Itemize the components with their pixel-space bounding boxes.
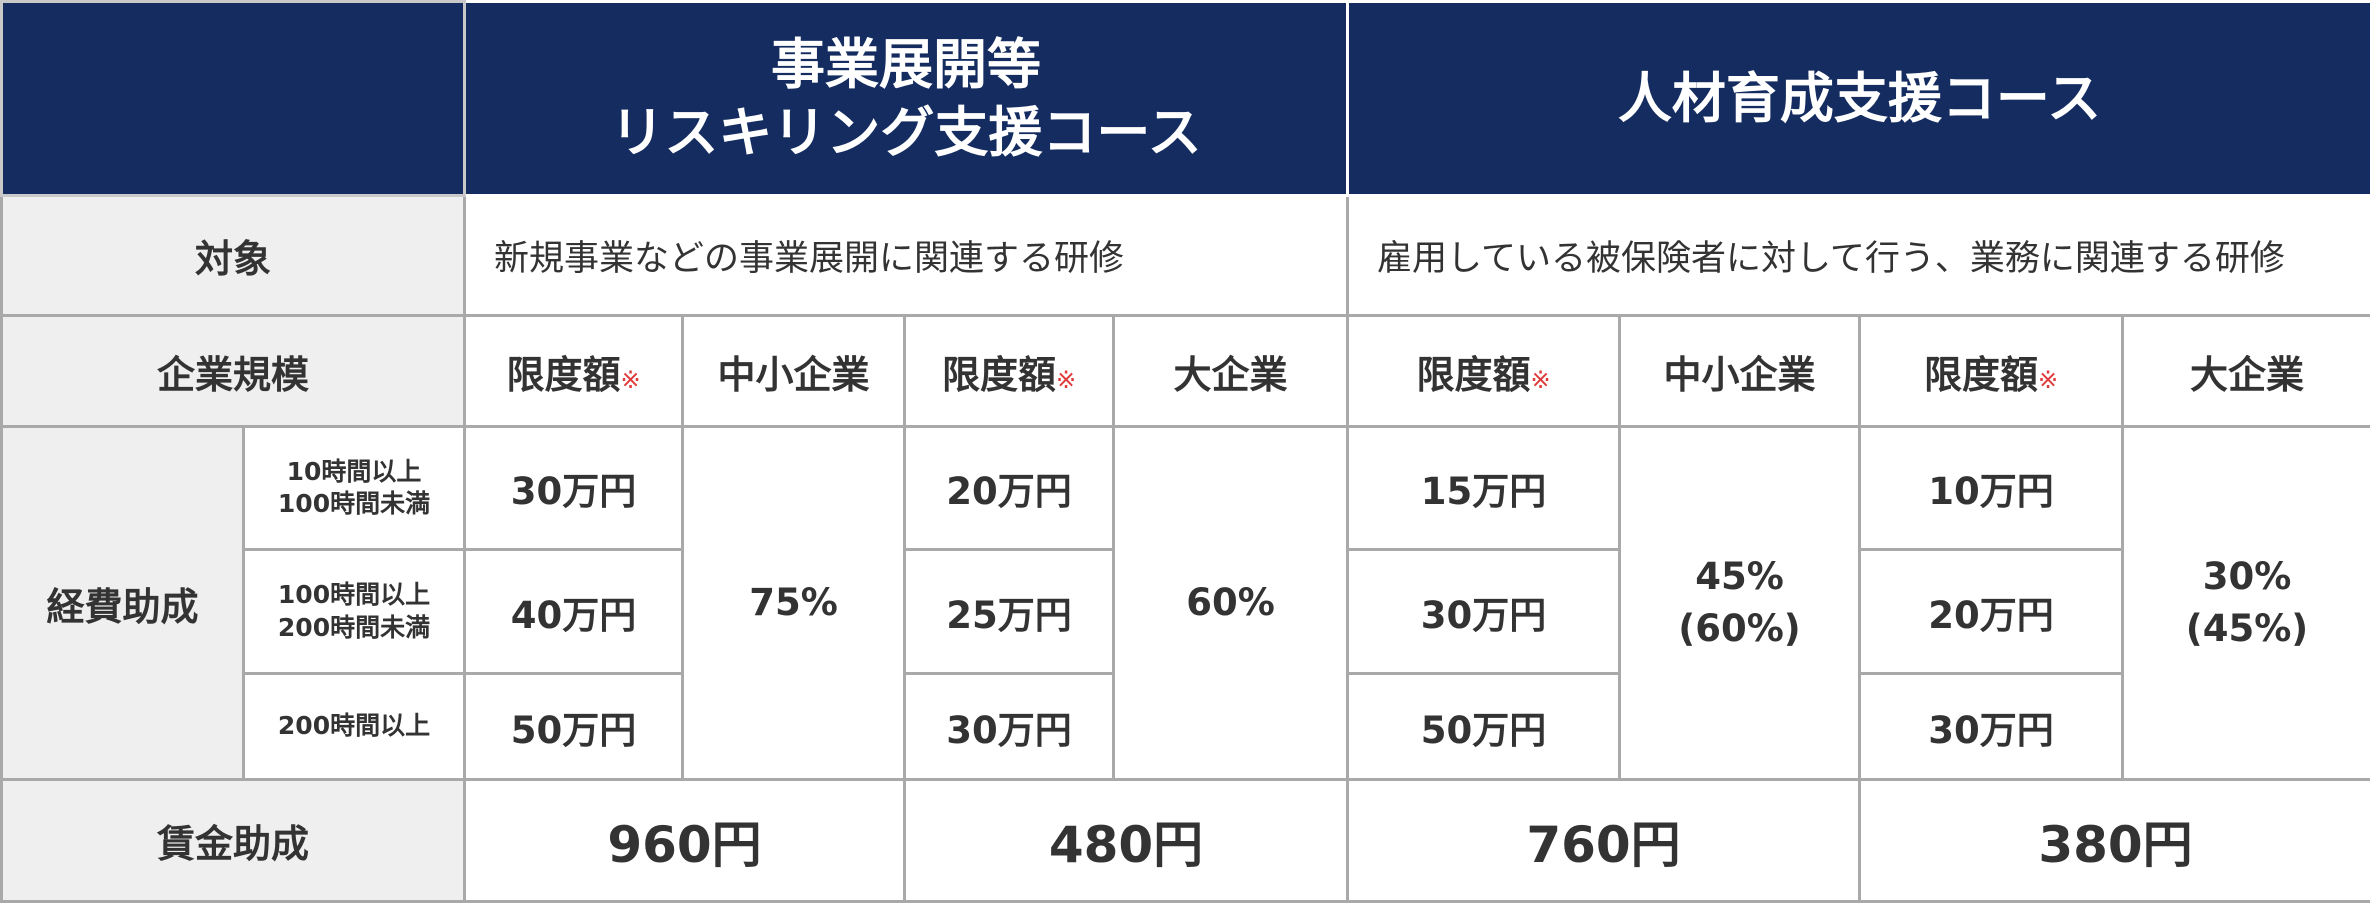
c2-sme-limit-3: 50万円 [1348, 674, 1620, 780]
limit-header-c1-sme: 限度額※ [465, 316, 683, 427]
wage-c1-sme: 960円 [465, 780, 905, 902]
c2-large-limit-2: 20万円 [1860, 550, 2123, 674]
expense-row-1: 経費助成 10時間以上 100時間未満 30万円 75% 20万円 60% 15… [2, 427, 2370, 550]
target-course2: 雇用している被保険者に対して行う、業務に関連する研修 [1348, 196, 2370, 316]
c2-large-rate: 30% (45%) [2123, 427, 2370, 780]
wage-c2-sme: 760円 [1348, 780, 1860, 902]
asterisk-mark: ※ [620, 366, 640, 394]
limit-label: 限度額 [506, 353, 620, 397]
c1-sme-limit-2: 40万円 [465, 550, 683, 674]
limit-header-c1-large: 限度額※ [905, 316, 1114, 427]
limit-label: 限度額 [1416, 353, 1530, 397]
header-course2: 人材育成支援コース [1348, 2, 2370, 196]
c2-sme-rate-alt: (60%) [1621, 603, 1858, 655]
company-size-label: 企業規模 [2, 316, 465, 427]
limit-label: 限度額 [1924, 353, 2038, 397]
c1-large-limit-1: 20万円 [905, 427, 1114, 550]
c1-large-rate: 60% [1114, 427, 1348, 780]
target-course1: 新規事業などの事業展開に関連する研修 [465, 196, 1348, 316]
c2-sme-limit-2: 30万円 [1348, 550, 1620, 674]
c2-sme-rate-main: 45% [1621, 551, 1858, 603]
course1-title-line1: 事業展開等 [466, 31, 1346, 99]
hours-range-1-line2: 100時間未満 [245, 488, 463, 521]
target-label: 対象 [2, 196, 465, 316]
hours-range-3: 200時間以上 [244, 674, 465, 780]
hours-range-2-line1: 100時間以上 [245, 579, 463, 612]
c2-large-limit-3: 30万円 [1860, 674, 2123, 780]
c2-sme-rate: 45% (60%) [1620, 427, 1860, 780]
large-header-c2: 大企業 [2123, 316, 2370, 427]
c2-large-rate-alt: (45%) [2124, 603, 2370, 655]
c1-sme-rate: 75% [683, 427, 905, 780]
header-corner-cell [2, 2, 465, 196]
target-row: 対象 新規事業などの事業展開に関連する研修 雇用している被保険者に対して行う、業… [2, 196, 2370, 316]
course1-title-line2: リスキリング支援コース [466, 99, 1346, 167]
large-header-c1: 大企業 [1114, 316, 1348, 427]
c1-large-limit-2: 25万円 [905, 550, 1114, 674]
wage-row: 賃金助成 960円 480円 760円 380円 [2, 780, 2370, 902]
c2-large-limit-1: 10万円 [1860, 427, 2123, 550]
asterisk-mark: ※ [2038, 366, 2058, 394]
hours-range-2: 100時間以上 200時間未満 [244, 550, 465, 674]
limit-header-c2-large: 限度額※ [1860, 316, 2123, 427]
hours-range-1-line1: 10時間以上 [245, 456, 463, 489]
wage-c1-large: 480円 [905, 780, 1348, 902]
c2-large-rate-main: 30% [2124, 551, 2370, 603]
asterisk-mark: ※ [1056, 366, 1076, 394]
hours-range-1: 10時間以上 100時間未満 [244, 427, 465, 550]
company-size-row: 企業規模 限度額※ 中小企業 限度額※ 大企業 限度額※ 中小企業 限度額※ 大… [2, 316, 2370, 427]
c2-sme-limit-1: 15万円 [1348, 427, 1620, 550]
hours-range-2-line2: 200時間未満 [245, 612, 463, 645]
c1-sme-limit-3: 50万円 [465, 674, 683, 780]
c1-large-limit-3: 30万円 [905, 674, 1114, 780]
c1-sme-limit-1: 30万円 [465, 427, 683, 550]
sme-header-c2: 中小企業 [1620, 316, 1860, 427]
sme-header-c1: 中小企業 [683, 316, 905, 427]
wage-c2-large: 380円 [1860, 780, 2370, 902]
header-row: 事業展開等 リスキリング支援コース 人材育成支援コース [2, 2, 2370, 196]
limit-label: 限度額 [942, 353, 1056, 397]
wage-label: 賃金助成 [2, 780, 465, 902]
expense-label: 経費助成 [2, 427, 244, 780]
limit-header-c2-sme: 限度額※ [1348, 316, 1620, 427]
header-course1: 事業展開等 リスキリング支援コース [465, 2, 1348, 196]
asterisk-mark: ※ [1530, 366, 1550, 394]
